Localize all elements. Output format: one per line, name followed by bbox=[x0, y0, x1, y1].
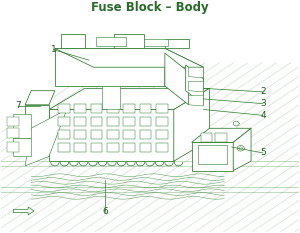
Polygon shape bbox=[140, 130, 152, 139]
Polygon shape bbox=[58, 104, 70, 113]
Polygon shape bbox=[123, 104, 135, 113]
Polygon shape bbox=[123, 143, 135, 152]
Polygon shape bbox=[61, 34, 85, 48]
Polygon shape bbox=[233, 128, 251, 171]
Polygon shape bbox=[123, 117, 135, 126]
Polygon shape bbox=[144, 39, 168, 46]
Polygon shape bbox=[58, 130, 70, 139]
Polygon shape bbox=[189, 81, 203, 92]
Polygon shape bbox=[215, 133, 227, 142]
Polygon shape bbox=[186, 65, 203, 105]
Polygon shape bbox=[49, 88, 209, 110]
Title: Fuse Block – Body: Fuse Block – Body bbox=[91, 1, 209, 14]
Text: 2: 2 bbox=[260, 87, 266, 96]
Text: 6: 6 bbox=[103, 207, 108, 216]
Polygon shape bbox=[107, 130, 119, 139]
Polygon shape bbox=[192, 128, 251, 142]
Polygon shape bbox=[156, 104, 168, 113]
Polygon shape bbox=[55, 48, 165, 86]
Polygon shape bbox=[7, 142, 19, 152]
Polygon shape bbox=[13, 138, 31, 157]
Polygon shape bbox=[107, 117, 119, 126]
Polygon shape bbox=[174, 88, 209, 161]
Polygon shape bbox=[198, 145, 227, 164]
Polygon shape bbox=[25, 110, 67, 166]
Polygon shape bbox=[123, 130, 135, 139]
Text: 7: 7 bbox=[15, 101, 21, 110]
Polygon shape bbox=[165, 39, 189, 48]
Polygon shape bbox=[102, 86, 120, 110]
Polygon shape bbox=[97, 37, 126, 46]
Polygon shape bbox=[91, 104, 102, 113]
Polygon shape bbox=[107, 104, 119, 113]
Polygon shape bbox=[156, 143, 168, 152]
Polygon shape bbox=[25, 91, 55, 105]
Polygon shape bbox=[13, 114, 31, 138]
Polygon shape bbox=[58, 117, 70, 126]
Polygon shape bbox=[74, 117, 86, 126]
Polygon shape bbox=[49, 110, 174, 161]
Polygon shape bbox=[13, 207, 34, 215]
Polygon shape bbox=[91, 143, 102, 152]
Polygon shape bbox=[91, 117, 102, 126]
Polygon shape bbox=[91, 130, 102, 139]
Polygon shape bbox=[74, 130, 86, 139]
Polygon shape bbox=[58, 143, 70, 152]
Polygon shape bbox=[7, 116, 19, 126]
Polygon shape bbox=[189, 67, 203, 78]
Polygon shape bbox=[55, 48, 203, 67]
Polygon shape bbox=[140, 143, 152, 152]
Text: 3: 3 bbox=[260, 99, 266, 108]
Text: 4: 4 bbox=[260, 111, 266, 120]
Polygon shape bbox=[74, 104, 86, 113]
Polygon shape bbox=[107, 143, 119, 152]
Polygon shape bbox=[189, 95, 203, 106]
Text: 1: 1 bbox=[50, 45, 56, 54]
Text: 5: 5 bbox=[260, 148, 266, 158]
Polygon shape bbox=[7, 128, 19, 138]
Polygon shape bbox=[165, 48, 203, 105]
Polygon shape bbox=[140, 104, 152, 113]
Polygon shape bbox=[165, 53, 189, 105]
Polygon shape bbox=[200, 133, 212, 142]
Polygon shape bbox=[74, 143, 86, 152]
Polygon shape bbox=[156, 117, 168, 126]
Polygon shape bbox=[114, 34, 144, 48]
Polygon shape bbox=[192, 142, 233, 171]
Polygon shape bbox=[25, 105, 49, 128]
Polygon shape bbox=[156, 130, 168, 139]
Polygon shape bbox=[140, 117, 152, 126]
